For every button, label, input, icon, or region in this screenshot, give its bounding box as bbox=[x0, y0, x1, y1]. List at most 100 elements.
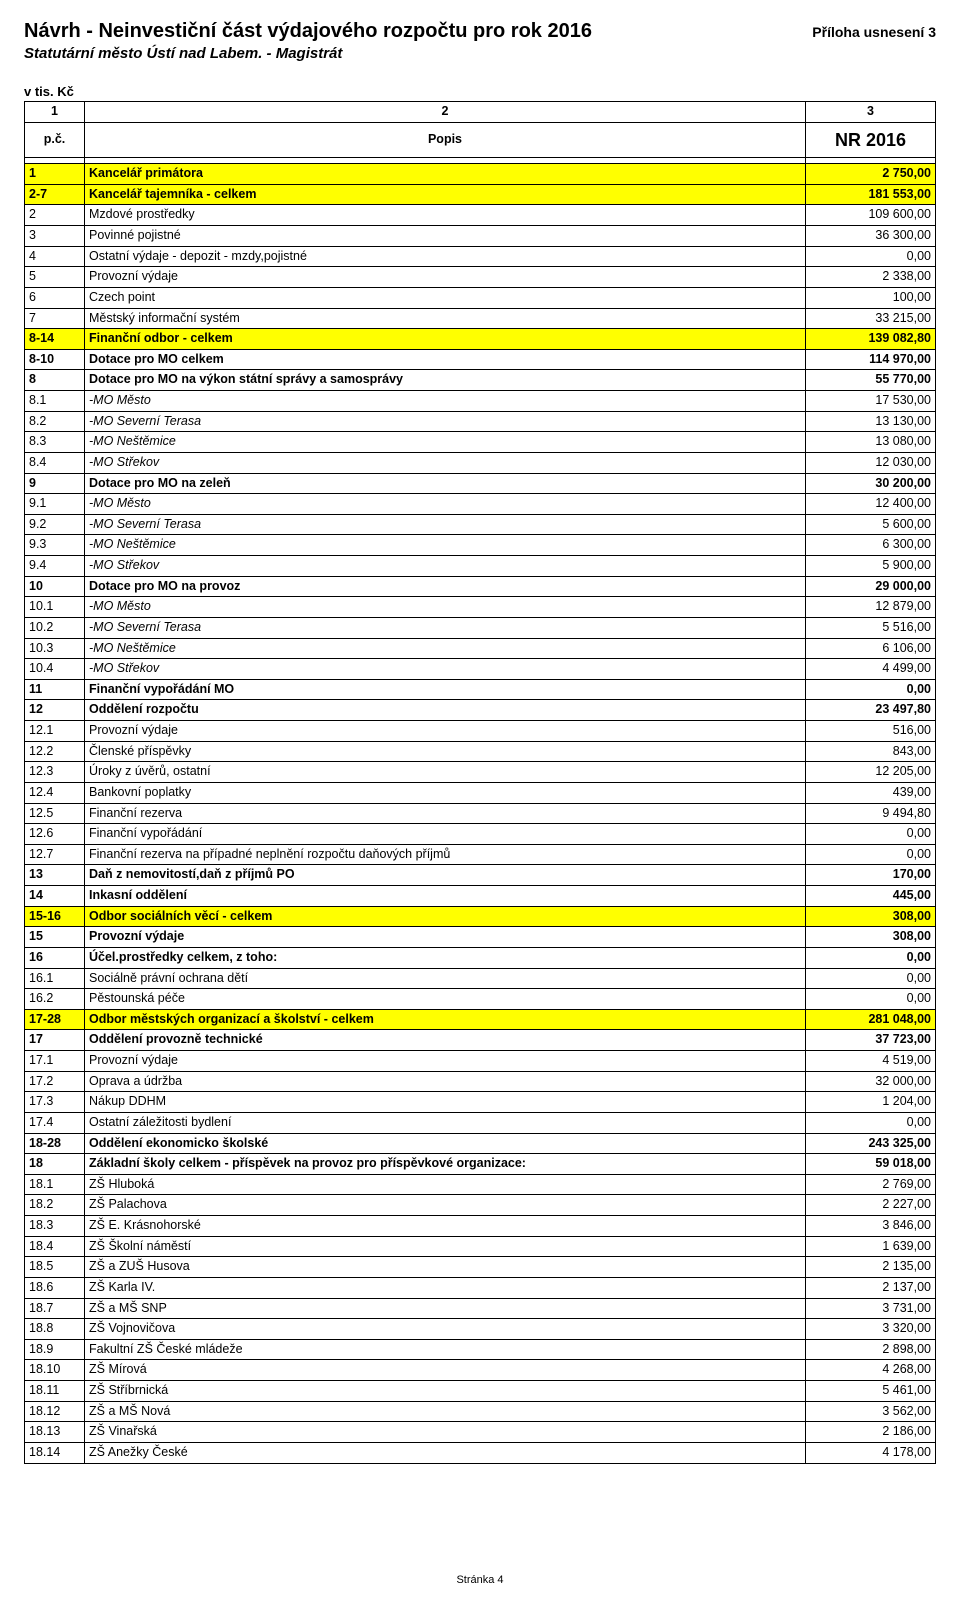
table-row: 9Dotace pro MO na zeleň30 200,00 bbox=[25, 473, 936, 494]
row-description: Dotace pro MO na provoz bbox=[85, 576, 806, 597]
row-value: 12 030,00 bbox=[806, 452, 936, 473]
row-number: 10.2 bbox=[25, 617, 85, 638]
row-number: 18 bbox=[25, 1154, 85, 1175]
row-number: 17.2 bbox=[25, 1071, 85, 1092]
row-value: 281 048,00 bbox=[806, 1009, 936, 1030]
row-number: 12.2 bbox=[25, 741, 85, 762]
row-number: 8.2 bbox=[25, 411, 85, 432]
table-row: 18.6ZŠ Karla IV.2 137,00 bbox=[25, 1277, 936, 1298]
row-number: 17.4 bbox=[25, 1112, 85, 1133]
table-row: 13Daň z nemovitostí,daň z příjmů PO170,0… bbox=[25, 865, 936, 886]
table-row: 12Oddělení rozpočtu23 497,80 bbox=[25, 700, 936, 721]
row-description: Dotace pro MO celkem bbox=[85, 349, 806, 370]
row-description: Sociálně právní ochrana dětí bbox=[85, 968, 806, 989]
table-header-row-1: 1 2 3 bbox=[25, 102, 936, 123]
row-description: ZŠ Hluboká bbox=[85, 1174, 806, 1195]
row-value: 12 205,00 bbox=[806, 762, 936, 783]
row-value: 4 268,00 bbox=[806, 1360, 936, 1381]
row-description: ZŠ Vojnovičova bbox=[85, 1319, 806, 1340]
row-number: 16 bbox=[25, 947, 85, 968]
table-header-row-2: p.č. Popis NR 2016 bbox=[25, 122, 936, 158]
row-number: 5 bbox=[25, 267, 85, 288]
row-description: Inkasní oddělení bbox=[85, 886, 806, 907]
table-row: 10.3 -MO Neštěmice6 106,00 bbox=[25, 638, 936, 659]
row-description: -MO Město bbox=[85, 494, 806, 515]
table-row: 8-10Dotace pro MO celkem114 970,00 bbox=[25, 349, 936, 370]
row-value: 308,00 bbox=[806, 927, 936, 948]
row-description: -MO Střekov bbox=[85, 452, 806, 473]
row-number: 18.8 bbox=[25, 1319, 85, 1340]
table-row: 17.2Oprava a údržba32 000,00 bbox=[25, 1071, 936, 1092]
row-value: 2 338,00 bbox=[806, 267, 936, 288]
row-number: 8.3 bbox=[25, 432, 85, 453]
row-number: 9 bbox=[25, 473, 85, 494]
row-description: Finanční odbor - celkem bbox=[85, 329, 806, 350]
row-number: 2 bbox=[25, 205, 85, 226]
row-value: 3 846,00 bbox=[806, 1216, 936, 1237]
row-value: 843,00 bbox=[806, 741, 936, 762]
table-row: 11Finanční vypořádání MO0,00 bbox=[25, 679, 936, 700]
table-row: 18.11ZŠ Stříbrnická5 461,00 bbox=[25, 1381, 936, 1402]
row-value: 0,00 bbox=[806, 989, 936, 1010]
row-value: 109 600,00 bbox=[806, 205, 936, 226]
row-description: Finanční rezerva na případné neplnění ro… bbox=[85, 844, 806, 865]
row-number: 9.1 bbox=[25, 494, 85, 515]
table-row: 18Základní školy celkem - příspěvek na p… bbox=[25, 1154, 936, 1175]
row-value: 445,00 bbox=[806, 886, 936, 907]
table-row: 8.3 -MO Neštěmice13 080,00 bbox=[25, 432, 936, 453]
table-row: 17.4Ostatní záležitosti bydlení0,00 bbox=[25, 1112, 936, 1133]
table-row: 17.3Nákup DDHM1 204,00 bbox=[25, 1092, 936, 1113]
row-description: Oddělení rozpočtu bbox=[85, 700, 806, 721]
row-value: 5 900,00 bbox=[806, 556, 936, 577]
row-number: 18.11 bbox=[25, 1381, 85, 1402]
row-value: 33 215,00 bbox=[806, 308, 936, 329]
row-value: 5 600,00 bbox=[806, 514, 936, 535]
table-row: 18.12ZŠ a MŠ Nová3 562,00 bbox=[25, 1401, 936, 1422]
row-description: Oprava a údržba bbox=[85, 1071, 806, 1092]
row-value: 0,00 bbox=[806, 968, 936, 989]
table-row: 16.2Pěstounská péče0,00 bbox=[25, 989, 936, 1010]
row-value: 36 300,00 bbox=[806, 226, 936, 247]
row-description: Oddělení ekonomicko školské bbox=[85, 1133, 806, 1154]
row-number: 18.7 bbox=[25, 1298, 85, 1319]
row-value: 13 080,00 bbox=[806, 432, 936, 453]
table-row: 12.4Bankovní poplatky439,00 bbox=[25, 782, 936, 803]
row-description: ZŠ Palachova bbox=[85, 1195, 806, 1216]
row-description: ZŠ Mírová bbox=[85, 1360, 806, 1381]
table-row: 18.5ZŠ a ZUŠ Husova2 135,00 bbox=[25, 1257, 936, 1278]
row-value: 114 970,00 bbox=[806, 349, 936, 370]
row-number: 1 bbox=[25, 164, 85, 185]
row-value: 3 320,00 bbox=[806, 1319, 936, 1340]
row-number: 13 bbox=[25, 865, 85, 886]
row-description: ZŠ Stříbrnická bbox=[85, 1381, 806, 1402]
row-description: Městský informační systém bbox=[85, 308, 806, 329]
row-value: 9 494,80 bbox=[806, 803, 936, 824]
row-number: 8.1 bbox=[25, 391, 85, 412]
row-description: Bankovní poplatky bbox=[85, 782, 806, 803]
row-number: 9.4 bbox=[25, 556, 85, 577]
row-value: 1 639,00 bbox=[806, 1236, 936, 1257]
table-row: 2Mzdové prostředky109 600,00 bbox=[25, 205, 936, 226]
row-value: 516,00 bbox=[806, 721, 936, 742]
table-row: 7Městský informační systém33 215,00 bbox=[25, 308, 936, 329]
table-row: 16Účel.prostředky celkem, z toho:0,00 bbox=[25, 947, 936, 968]
row-value: 12 879,00 bbox=[806, 597, 936, 618]
row-number: 17.1 bbox=[25, 1051, 85, 1072]
row-description: Provozní výdaje bbox=[85, 721, 806, 742]
row-description: Pěstounská péče bbox=[85, 989, 806, 1010]
row-description: ZŠ Školní náměstí bbox=[85, 1236, 806, 1257]
row-number: 15-16 bbox=[25, 906, 85, 927]
annex-label: Příloha usnesení 3 bbox=[812, 24, 936, 40]
row-value: 2 135,00 bbox=[806, 1257, 936, 1278]
table-row: 1Kancelář primátora2 750,00 bbox=[25, 164, 936, 185]
row-value: 3 562,00 bbox=[806, 1401, 936, 1422]
table-row: 17-28Odbor městských organizací a školst… bbox=[25, 1009, 936, 1030]
row-description: Fakultní ZŠ České mládeže bbox=[85, 1339, 806, 1360]
row-description: Mzdové prostředky bbox=[85, 205, 806, 226]
row-description: Ostatní výdaje - depozit - mzdy,pojistné bbox=[85, 246, 806, 267]
row-description: -MO Severní Terasa bbox=[85, 514, 806, 535]
row-value: 2 186,00 bbox=[806, 1422, 936, 1443]
row-number: 14 bbox=[25, 886, 85, 907]
row-value: 0,00 bbox=[806, 1112, 936, 1133]
table-row: 18.9Fakultní ZŠ České mládeže2 898,00 bbox=[25, 1339, 936, 1360]
